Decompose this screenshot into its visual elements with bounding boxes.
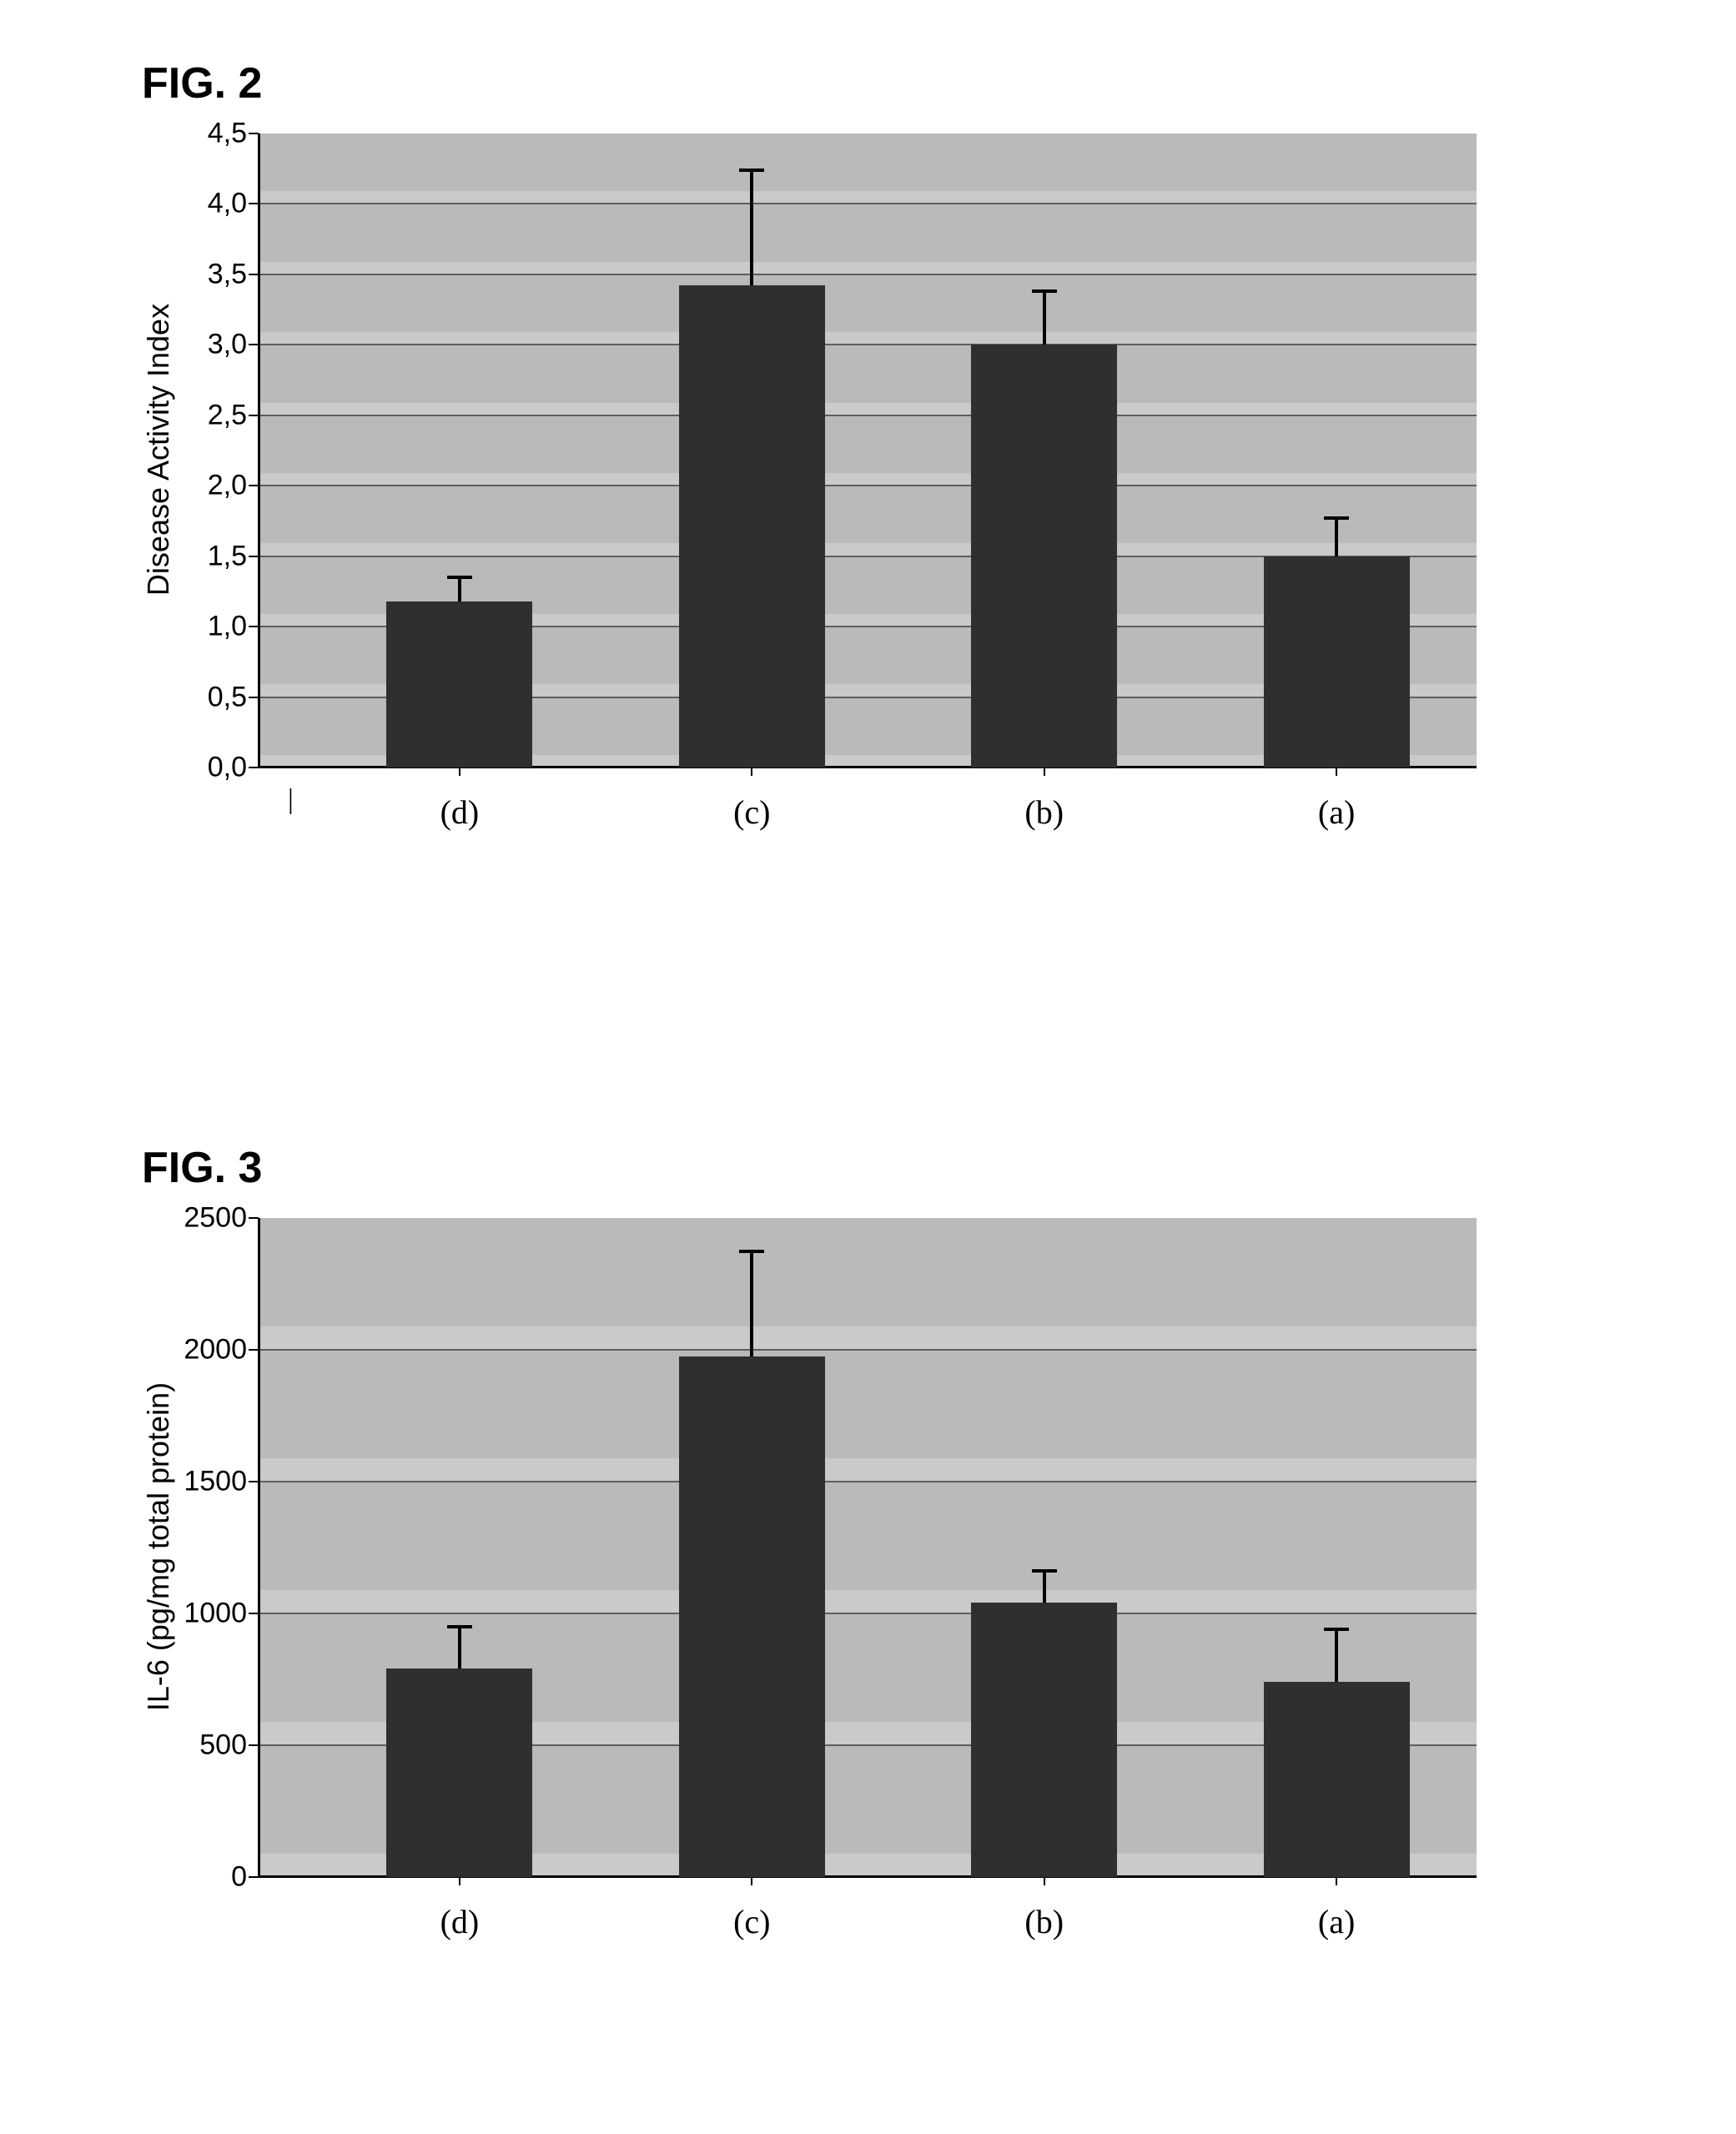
gridline: [259, 485, 1477, 486]
x-tick-mark: [459, 1877, 460, 1885]
plot-band: [259, 1326, 1477, 1350]
figure-2: FIG. 2 Disease Activity Index 4,54,03,53…: [142, 58, 1593, 768]
x-tick-label: (a): [1318, 1902, 1355, 1941]
x-tick-mark: [1336, 768, 1337, 776]
error-bar: [458, 1627, 461, 1669]
bar: [679, 285, 825, 768]
error-bar: [1335, 1629, 1338, 1682]
y-tick-label: 2500: [184, 1202, 259, 1235]
error-cap: [447, 576, 472, 579]
chart-3: IL-6 (pg/mg total protein) 2500200015001…: [259, 1218, 1560, 1877]
y-axis-label-fig2: Disease Activity Index: [141, 133, 176, 767]
plot-band: [259, 473, 1477, 486]
figure-2-title: FIG. 2: [142, 58, 1593, 108]
x-tick-label: (b): [1024, 1902, 1064, 1941]
gridline: [259, 203, 1477, 204]
bar: [971, 1603, 1117, 1877]
gridline: [259, 415, 1477, 416]
y-axis: [258, 133, 260, 768]
y-axis-label-fig3: IL-6 (pg/mg total protein): [141, 1217, 176, 1876]
x-tick-mark: [751, 1877, 752, 1885]
x-tick-mark: [1044, 1877, 1045, 1885]
gridline: [259, 1481, 1477, 1482]
error-cap: [739, 169, 764, 172]
error-bar: [1043, 291, 1046, 345]
x-tick-label: (c): [733, 1902, 770, 1941]
error-bar: [750, 170, 753, 285]
gridline: [259, 1613, 1477, 1614]
x-tick-label: (b): [1024, 793, 1064, 832]
page: FIG. 2 Disease Activity Index 4,54,03,53…: [0, 0, 1736, 2134]
bar: [971, 345, 1117, 768]
error-cap: [739, 1250, 764, 1253]
plot-band: [259, 332, 1477, 345]
y-axis: [258, 1218, 260, 1877]
plot-band: [259, 1590, 1477, 1613]
y-tick-label: 1000: [184, 1598, 259, 1630]
plot-area-fig3: 25002000150010005000(d)(c)(b)(a): [259, 1218, 1477, 1877]
plot-band: [259, 1458, 1477, 1482]
error-cap: [1032, 1569, 1057, 1573]
bar: [1264, 556, 1410, 768]
bar: [1264, 1682, 1410, 1877]
error-bar: [1043, 1571, 1046, 1603]
figure-3: FIG. 3 IL-6 (pg/mg total protein) 250020…: [142, 1143, 1593, 1877]
x-tick-label: (d): [440, 793, 480, 832]
x-tick-label: (a): [1318, 793, 1355, 832]
plot-band: [259, 262, 1477, 274]
plot-band: [259, 191, 1477, 204]
error-bar: [458, 577, 461, 601]
gridline: [259, 274, 1477, 275]
chart-2: Disease Activity Index 4,54,03,53,02,52,…: [259, 133, 1560, 768]
y-tick-label: 2000: [184, 1334, 259, 1366]
error-bar: [1335, 518, 1338, 556]
error-cap: [1324, 1628, 1349, 1631]
error-cap: [1032, 289, 1057, 293]
gridline: [259, 1349, 1477, 1351]
error-cap: [1324, 516, 1349, 520]
stray-tick: |: [288, 784, 294, 816]
y-tick-label: 1500: [184, 1466, 259, 1498]
x-tick-mark: [459, 768, 460, 776]
plot-area-fig2: 4,54,03,53,02,52,01,51,00,50,0(d)(c)(b)(…: [259, 133, 1477, 768]
x-tick-label: (c): [733, 793, 770, 832]
error-cap: [447, 1625, 472, 1628]
x-tick-mark: [1336, 1877, 1337, 1885]
error-bar: [750, 1251, 753, 1356]
x-tick-mark: [1044, 768, 1045, 776]
bar: [386, 1668, 532, 1877]
x-tick-label: (d): [440, 1902, 480, 1941]
x-tick-mark: [751, 768, 752, 776]
plot-band: [259, 403, 1477, 415]
figure-3-title: FIG. 3: [142, 1143, 1593, 1193]
gridline: [259, 344, 1477, 345]
bar: [679, 1356, 825, 1877]
plot-band: [259, 543, 1477, 556]
bar: [386, 601, 532, 768]
